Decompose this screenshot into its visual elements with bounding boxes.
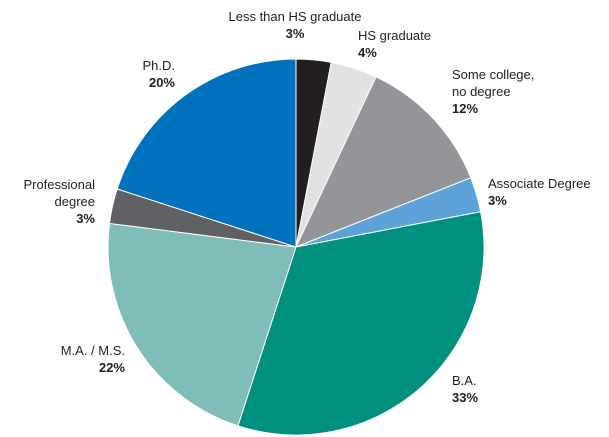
value-label: 3% xyxy=(285,26,305,41)
slice-label: Some college, no degree 12% xyxy=(452,66,542,117)
category-label: HS graduate xyxy=(358,28,431,43)
pie-slice xyxy=(107,222,297,427)
value-label: 33% xyxy=(452,390,479,405)
slice-label: Professional degree 3% xyxy=(5,176,95,227)
value-label: 12% xyxy=(452,101,479,116)
slice-label: HS graduate 4% xyxy=(358,27,468,61)
category-label: Professional degree xyxy=(23,177,95,209)
pie-slice xyxy=(116,58,297,248)
category-label: Ph.D. xyxy=(142,58,175,73)
category-label: M.A. / M.S. xyxy=(60,343,125,358)
pie-slice xyxy=(237,211,485,436)
category-label: B.A. xyxy=(452,373,477,388)
slice-label: B.A. 33% xyxy=(452,372,512,406)
slice-label: M.A. / M.S. 22% xyxy=(15,342,125,376)
pie-slice xyxy=(295,76,472,248)
slice-label: Ph.D. 20% xyxy=(75,57,175,91)
value-label: 3% xyxy=(488,193,507,208)
slice-label: Associate Degree 3% xyxy=(488,175,608,209)
value-label: 4% xyxy=(358,45,377,60)
category-label: Less than HS graduate xyxy=(228,9,362,24)
value-label: 3% xyxy=(76,211,95,226)
slice-label: Less than HS graduate 3% xyxy=(165,8,425,42)
category-label: Some college, no degree xyxy=(452,67,535,99)
category-label: Associate Degree xyxy=(488,176,591,191)
value-label: 20% xyxy=(148,75,175,90)
value-label: 22% xyxy=(98,360,125,375)
